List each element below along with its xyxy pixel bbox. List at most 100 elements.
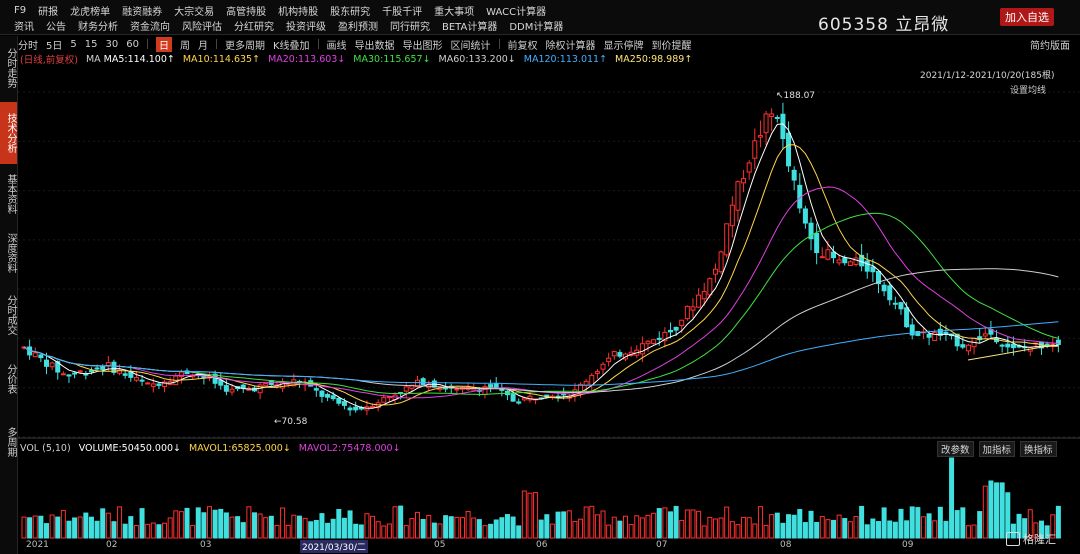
volume-bar	[606, 524, 612, 539]
toolbar-item[interactable]: 周	[179, 40, 190, 52]
stock-title: 605358 立昂微	[818, 10, 949, 35]
volume-bar	[443, 515, 449, 539]
volume-bar	[38, 515, 44, 539]
ma-mode[interactable]: (日线,前复权)	[20, 55, 78, 66]
candle-body	[926, 333, 932, 338]
ma250-line	[967, 344, 1055, 361]
sidebar-tab[interactable]: 分价表	[5, 364, 16, 394]
sidebar-tab[interactable]: 深度资料	[5, 233, 16, 273]
date-range: 2021/1/12-2021/10/20(185根)	[920, 71, 1055, 81]
volume-bar	[842, 518, 848, 539]
menu-bar: F9 研报 龙虎榜单 融资融券 大宗交易 高管持股 机构持股 股东研究 千股千评…	[0, 0, 1080, 35]
candle-body	[420, 378, 426, 385]
layout-toggle[interactable]: 简约版面	[1030, 41, 1070, 52]
toolbar-item[interactable]: 除权计算器	[545, 40, 596, 52]
toolbar-item[interactable]: 60	[126, 38, 139, 50]
toolbar-item[interactable]: 5	[70, 38, 77, 50]
candle-body	[639, 343, 645, 355]
ma60-value: MA60:133.200↓	[438, 53, 516, 65]
menu-item[interactable]: 股东研究	[330, 6, 371, 18]
menu-item[interactable]: DDM计算器	[509, 21, 564, 33]
candle-body	[1005, 343, 1011, 348]
candle-body	[819, 256, 825, 259]
sidebar-tab[interactable]: 分时成交	[5, 295, 16, 335]
volume-bar	[937, 506, 943, 539]
add-indicator-button[interactable]: 加指标	[978, 441, 1016, 457]
sidebar-tab[interactable]: 分时走势	[5, 48, 16, 88]
sidebar-tab[interactable]: 基本资料	[5, 174, 16, 214]
toolbar-item[interactable]: 分时	[18, 40, 38, 52]
toolbar-item[interactable]: 5日	[46, 40, 63, 52]
volume-bar	[55, 516, 61, 539]
toolbar-item[interactable]: 前复权	[507, 40, 538, 52]
menu-item[interactable]: 盈利预测	[338, 21, 378, 33]
menu-item[interactable]: BETA计算器	[442, 21, 498, 33]
volume-bar	[679, 519, 685, 539]
toolbar-item[interactable]: 导出数据	[354, 40, 395, 52]
menu-item[interactable]: WACC计算器	[486, 6, 547, 18]
menu-item[interactable]: 机构持股	[278, 6, 319, 18]
ma30-value: MA30:115.657↓	[353, 53, 431, 65]
toolbar-item[interactable]: 更多周期	[224, 40, 265, 52]
menu-item[interactable]: 公告	[46, 21, 66, 33]
toolbar-separator	[498, 39, 500, 49]
volume-bar	[162, 522, 168, 539]
toolbar-item[interactable]: 15	[84, 38, 98, 50]
menu-item[interactable]: 重大事项	[434, 6, 475, 18]
candle-body	[707, 278, 713, 296]
sidebar-tab[interactable]: 多周期	[5, 427, 16, 457]
menu-item[interactable]: 分红研究	[234, 21, 274, 33]
sidebar-tab[interactable]: 技术分析	[0, 102, 17, 164]
volume-bar	[634, 515, 640, 539]
toolbar-item[interactable]: 月	[197, 40, 208, 52]
volume-bar	[791, 514, 797, 539]
volume-bar	[111, 521, 117, 539]
x-tick: 08	[780, 540, 792, 550]
kline-chart[interactable]	[18, 52, 1080, 554]
menu-item[interactable]: 大宗交易	[174, 6, 215, 18]
candle-body	[606, 357, 612, 363]
volume-bar	[977, 511, 983, 539]
menu-item[interactable]: F9	[14, 4, 27, 16]
toolbar-item[interactable]: 到价提醒	[651, 40, 692, 52]
toolbar-item[interactable]: 日	[155, 36, 172, 52]
volume-bar	[712, 518, 718, 539]
menu-item[interactable]: 财务分析	[78, 21, 118, 33]
menu-item[interactable]: 风险评估	[182, 21, 222, 33]
volume-bar	[527, 492, 533, 539]
switch-indicator-button[interactable]: 换指标	[1020, 441, 1057, 457]
menu-item[interactable]: 高管持股	[226, 6, 267, 18]
menu-item[interactable]: 千股千评	[382, 6, 423, 18]
menu-item[interactable]: 同行研究	[390, 21, 430, 33]
candle-body	[892, 302, 898, 305]
toolbar-item[interactable]: 30	[105, 38, 119, 50]
volume-bar	[145, 523, 151, 539]
volume-bar	[864, 524, 870, 539]
toolbar-item[interactable]: 画线	[326, 40, 347, 52]
menu-item[interactable]: 资金流向	[130, 21, 170, 33]
volume-bar	[347, 510, 353, 539]
candle-body	[88, 370, 94, 373]
candle-body	[960, 344, 966, 348]
volume-bar	[774, 512, 780, 539]
candle-body	[769, 113, 775, 118]
menu-item[interactable]: 融资融券	[122, 6, 163, 18]
volume-bar	[426, 514, 432, 539]
menu-item[interactable]: 研报	[38, 6, 59, 18]
candle-body	[752, 140, 758, 159]
toolbar-item[interactable]: 导出图形	[402, 40, 443, 52]
toolbar-item[interactable]: K线叠加	[272, 40, 310, 52]
volume-bar	[325, 522, 331, 539]
ma-settings-button[interactable]: 设置均线	[1010, 86, 1047, 96]
menu-item[interactable]: 资讯	[14, 21, 34, 33]
toolbar-item[interactable]: 区间统计	[450, 40, 491, 52]
menu-item[interactable]: 龙虎榜单	[70, 6, 111, 18]
change-params-button[interactable]: 改参数	[937, 441, 974, 457]
toolbar-item[interactable]: 显示停牌	[603, 40, 644, 52]
candle-body	[229, 388, 235, 393]
menu-item[interactable]: 投资评级	[286, 21, 326, 33]
volume-bar	[398, 505, 404, 539]
add-watchlist-button[interactable]: 加入自选	[1000, 8, 1054, 26]
volume-bar	[1010, 523, 1016, 539]
candle-body	[55, 361, 61, 373]
